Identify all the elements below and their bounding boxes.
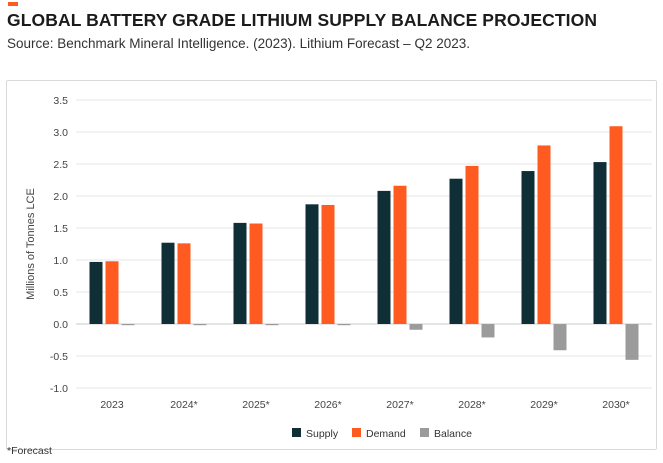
bar-demand-2030	[609, 126, 623, 325]
chart-frame	[6, 80, 657, 450]
bar-balance-2025	[265, 324, 279, 326]
bar-demand-2025	[249, 223, 263, 324]
bar-balance-2027	[409, 324, 423, 330]
y-tick-label: 0.0	[53, 319, 68, 331]
bar-demand-2023	[105, 261, 119, 324]
y-tick-label: -0.5	[50, 351, 68, 363]
x-tick-label: 2026*	[314, 399, 341, 411]
bar-balance-2024	[193, 324, 207, 326]
y-tick-label: 1.0	[53, 255, 68, 267]
page-subtitle: Source: Benchmark Mineral Intelligence. …	[7, 36, 470, 51]
bar-balance-2023	[121, 324, 135, 326]
legend-swatch-demand	[352, 428, 361, 437]
x-tick-label: 2028*	[458, 399, 485, 411]
bars	[89, 126, 639, 360]
x-tick-label: 2030*	[602, 399, 629, 411]
x-tick-label: 2027*	[386, 399, 413, 411]
bar-supply-2026	[305, 204, 319, 324]
bar-supply-2030	[593, 162, 607, 324]
y-tick-label: 2.5	[53, 159, 68, 171]
x-tick-label: 2023	[100, 399, 124, 411]
bar-balance-2026	[337, 324, 351, 326]
bar-demand-2028	[465, 165, 479, 324]
bar-demand-2026	[321, 204, 335, 324]
bar-demand-2029	[537, 145, 551, 324]
bar-supply-2027	[377, 190, 391, 324]
legend-swatch-balance	[420, 428, 429, 437]
bar-demand-2027	[393, 185, 407, 324]
legend: Supply Demand Balance	[292, 428, 472, 440]
legend-label-supply: Supply	[306, 428, 339, 440]
x-tick-label: 2029*	[530, 399, 557, 411]
y-tick-label: -1.0	[50, 383, 68, 395]
bar-demand-2024	[177, 243, 191, 324]
page-title: GLOBAL BATTERY GRADE LITHIUM SUPPLY BALA…	[7, 10, 598, 30]
bar-balance-2030	[625, 324, 639, 360]
bar-supply-2024	[161, 242, 175, 324]
y-axis-title: Millions of Tonnes LCE	[25, 188, 37, 300]
y-tick-label: 3.0	[53, 127, 68, 139]
y-tick-label: 3.5	[53, 95, 68, 107]
bar-supply-2025	[233, 222, 247, 324]
bar-balance-2029	[553, 324, 567, 351]
bar-supply-2023	[89, 261, 103, 324]
x-tick-label: 2024*	[170, 399, 197, 411]
legend-label-demand: Demand	[366, 428, 406, 440]
y-tick-label: 0.5	[53, 287, 68, 299]
footnote: *Forecast	[7, 445, 52, 457]
legend-swatch-supply	[292, 428, 301, 437]
legend-label-balance: Balance	[434, 428, 472, 440]
bar-supply-2028	[449, 178, 463, 324]
bar-supply-2029	[521, 171, 535, 324]
x-tick-label: 2025*	[242, 399, 269, 411]
title-accent-bar	[8, 2, 18, 6]
y-tick-label: 1.5	[53, 223, 68, 235]
bar-balance-2028	[481, 324, 495, 338]
y-tick-label: 2.0	[53, 191, 68, 203]
x-tick-labels: 2023 2024* 2025* 2026* 2027* 2028* 2029* 2030*	[100, 399, 629, 411]
y-tick-labels: 3.5 3.0 2.5 2.0 1.5 1.0 0.5 0.0 -0.5 -1.0	[50, 95, 68, 395]
